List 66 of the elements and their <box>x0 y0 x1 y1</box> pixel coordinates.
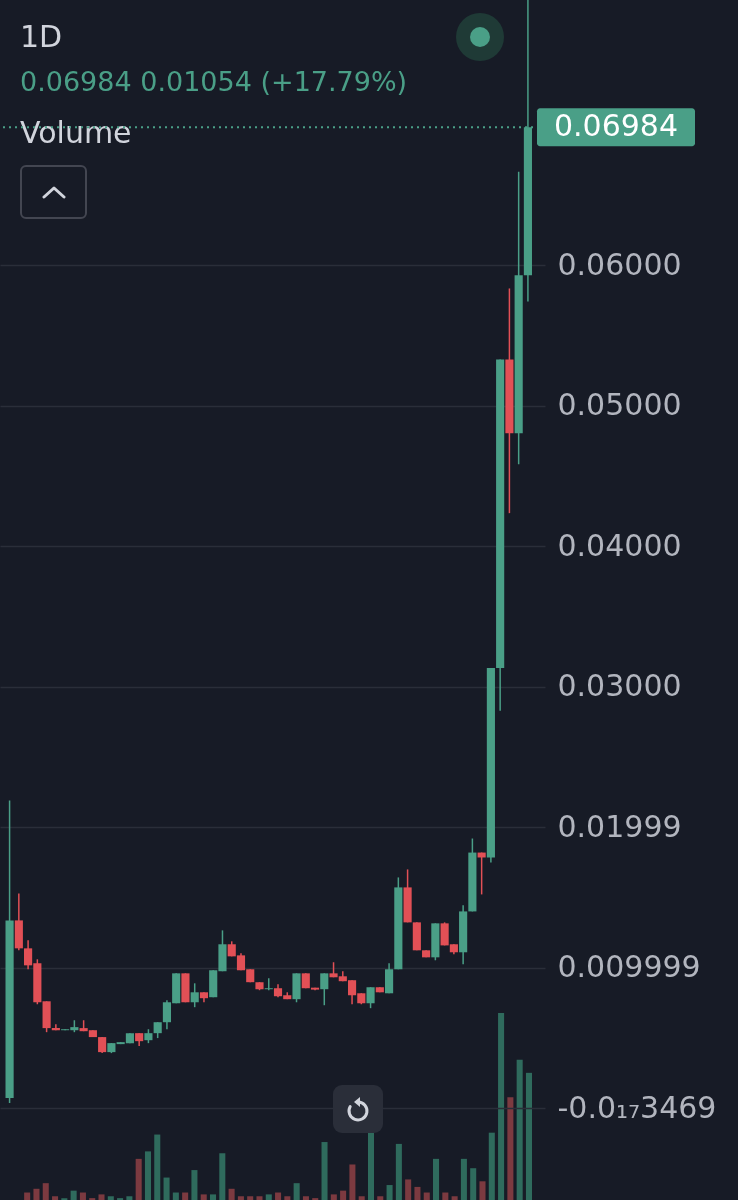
bar <box>154 1134 161 1200</box>
bar <box>163 1177 170 1200</box>
bar <box>42 1183 49 1200</box>
bar <box>135 1158 142 1200</box>
bar <box>433 1158 440 1200</box>
bar <box>349 1164 356 1200</box>
bar <box>219 1153 226 1200</box>
chart-title: Volume <box>20 115 132 150</box>
bar <box>200 1194 207 1200</box>
bar <box>442 1192 449 1200</box>
bar <box>451 1196 458 1200</box>
bar <box>172 1192 179 1200</box>
bar <box>191 1170 198 1200</box>
y-tick-label: 0.009999 <box>557 949 701 985</box>
bar <box>423 1192 430 1200</box>
bar <box>470 1168 477 1200</box>
bar <box>414 1186 421 1200</box>
bar <box>321 1142 328 1200</box>
bar <box>24 1192 31 1200</box>
bar <box>284 1196 291 1200</box>
text: 1D <box>20 19 63 54</box>
bar <box>182 1192 189 1200</box>
bar <box>386 1185 393 1200</box>
bar <box>507 1097 514 1200</box>
bar <box>488 1132 495 1200</box>
bar <box>516 1059 523 1200</box>
bar <box>256 1196 263 1200</box>
text: 0.06984 0.01054 (+17.79%) <box>20 66 408 97</box>
bar <box>228 1188 235 1200</box>
y-tick-label: 0.05000 <box>557 387 682 423</box>
candlestick <box>320 972 329 1006</box>
bar <box>79 1192 86 1200</box>
bar <box>395 1143 402 1200</box>
bar <box>70 1190 77 1200</box>
y-tick-label: -0.0₁₇3469 <box>557 1089 717 1125</box>
candlestick <box>366 986 375 1009</box>
bar <box>210 1194 217 1200</box>
bar <box>247 1196 254 1200</box>
bar <box>498 1013 505 1200</box>
bar <box>107 1196 114 1200</box>
y-tick-label: 0.04000 <box>557 527 682 563</box>
bar <box>377 1196 384 1200</box>
bar <box>144 1151 151 1200</box>
bar <box>33 1188 40 1200</box>
bar <box>367 1132 375 1200</box>
bar <box>460 1158 467 1200</box>
bar <box>126 1196 133 1200</box>
candlestick <box>264 977 273 991</box>
bar <box>330 1194 337 1200</box>
bar <box>525 1072 532 1200</box>
ref-line-label: 0.06984 <box>553 108 679 144</box>
bar <box>237 1196 244 1200</box>
bar <box>405 1179 412 1200</box>
y-tick-label: 0.06000 <box>557 246 682 282</box>
bar <box>275 1192 282 1200</box>
y-tick-label: 0.03000 <box>557 668 682 704</box>
bar <box>340 1190 347 1200</box>
bar <box>479 1181 486 1200</box>
candlestick <box>190 982 199 1008</box>
y-tick-label: 0.01999 <box>557 808 682 844</box>
bar <box>52 1196 59 1200</box>
bar <box>302 1196 309 1200</box>
bar <box>293 1183 300 1200</box>
bar <box>98 1194 105 1200</box>
bar <box>358 1196 365 1200</box>
bar <box>265 1194 272 1200</box>
